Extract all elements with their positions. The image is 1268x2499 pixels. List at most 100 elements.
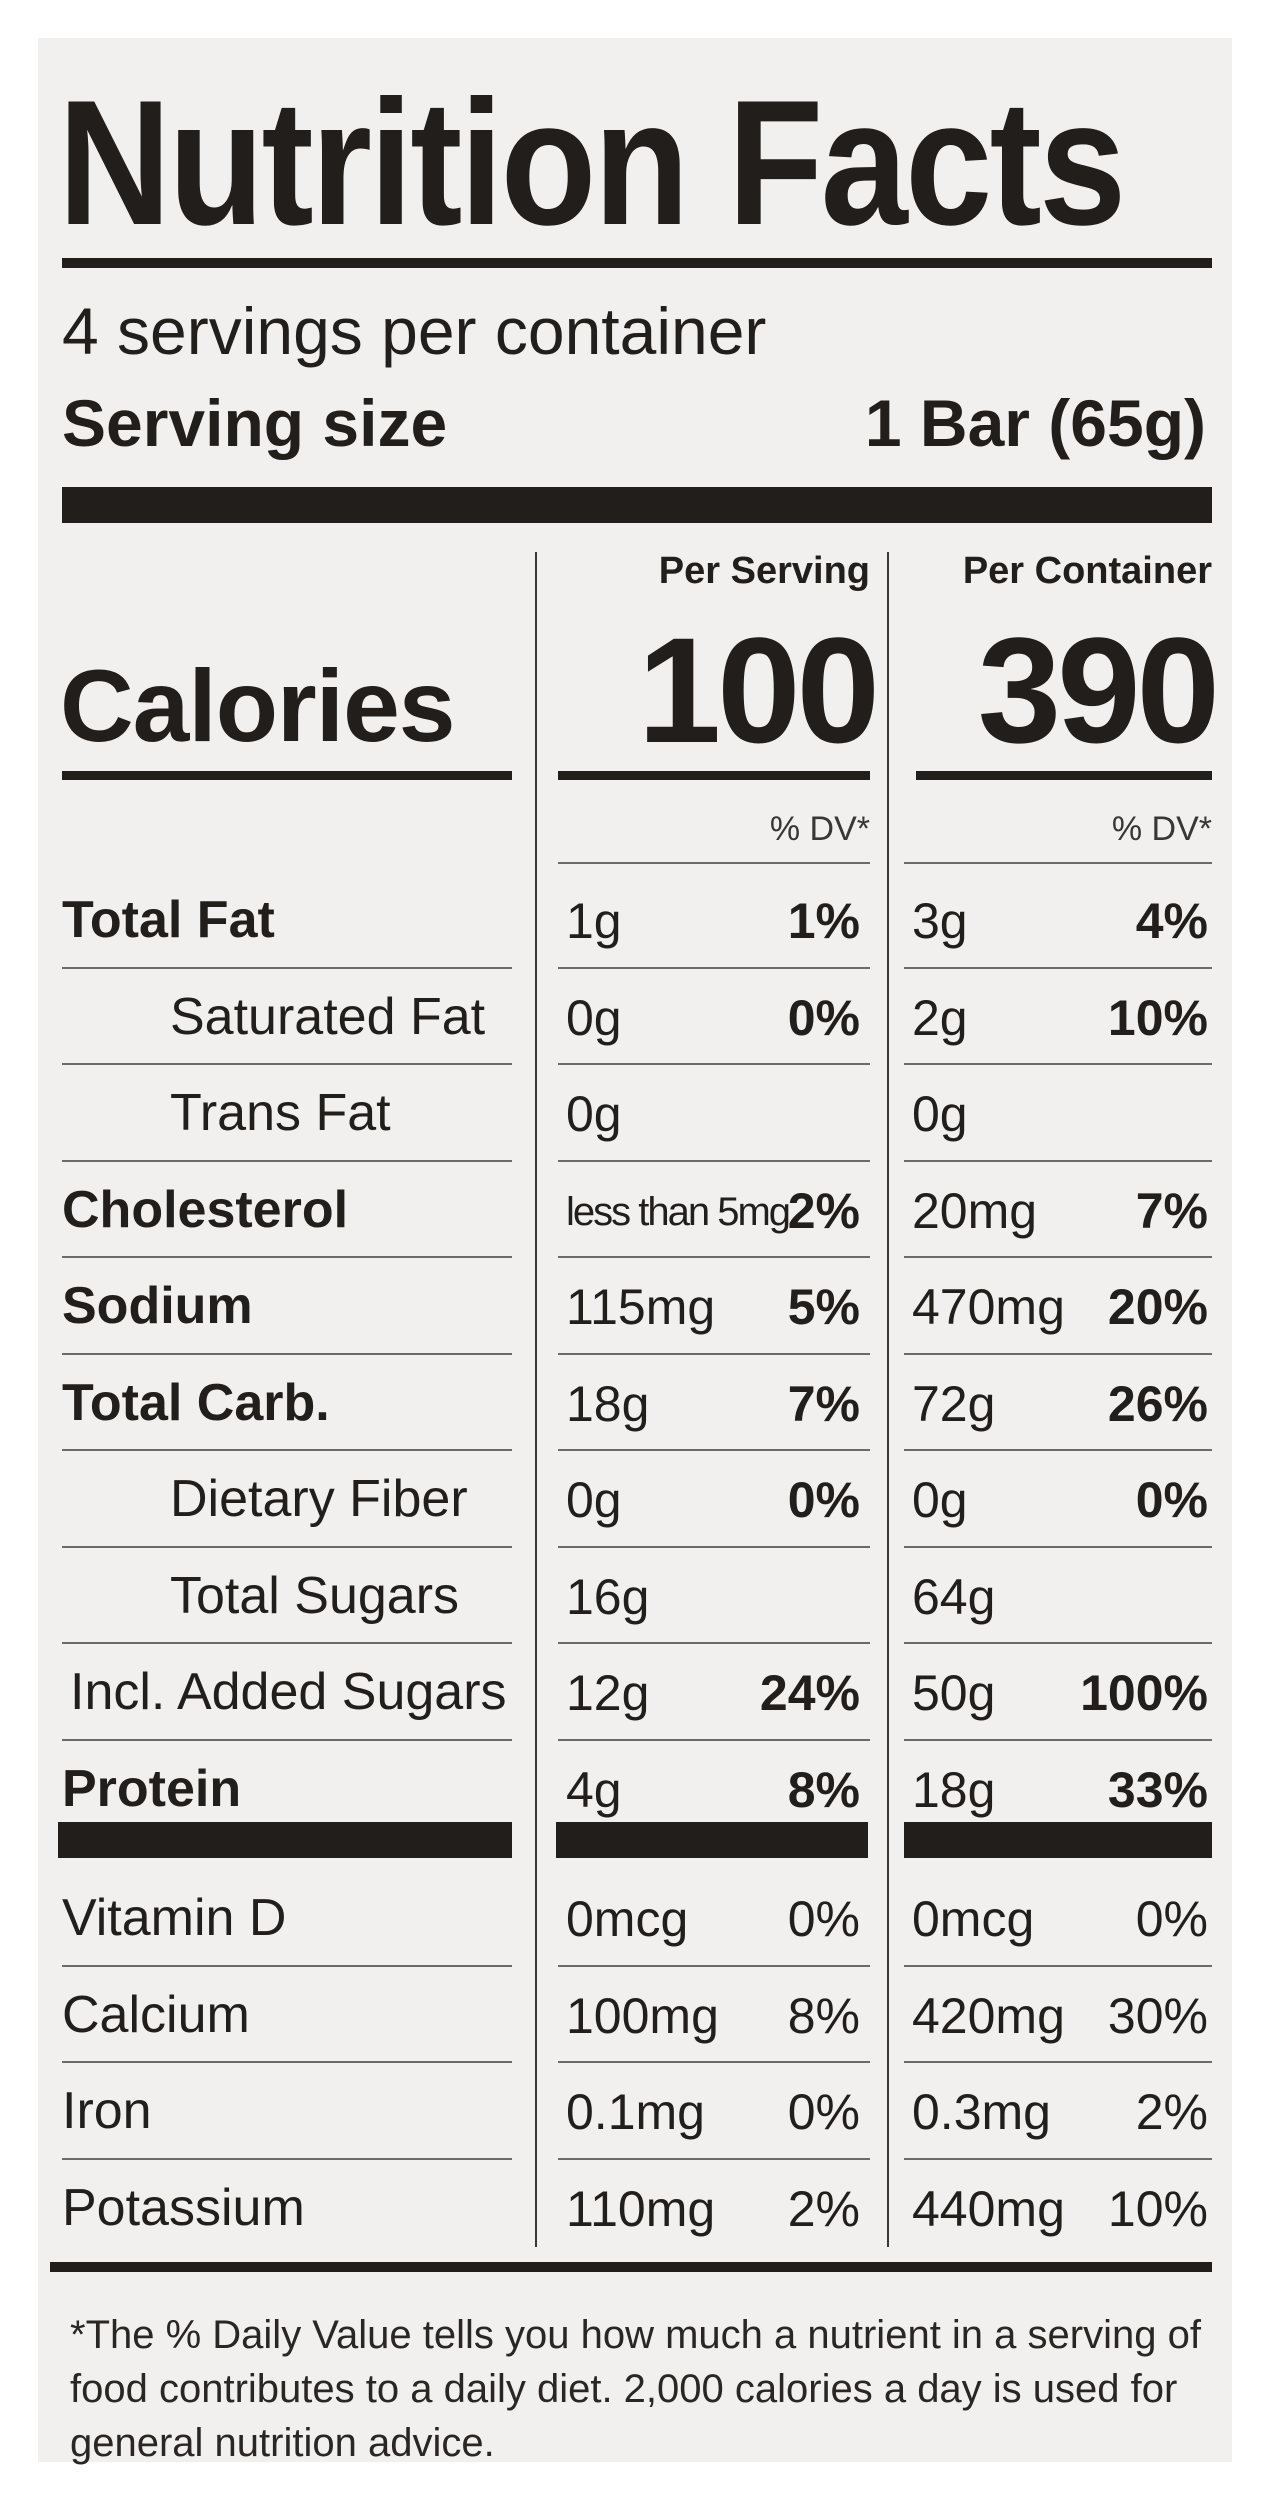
footnote: *The % Daily Value tells you how much a … <box>70 2313 1201 2465</box>
serving-amount: 0mcg <box>566 1891 689 1947</box>
serving-amount: less than 5mg <box>566 1189 791 1234</box>
container-amount: 64g <box>912 1568 996 1625</box>
container-dv: 100% <box>1080 1665 1208 1721</box>
container-amount: 0g <box>912 1472 968 1528</box>
nutrient-name: Dietary Fiber <box>170 1470 468 1528</box>
nutrient-row: Dietary Fiber 0g 0% 0g 0% <box>0 1451 1268 1547</box>
serving-dv: 0% <box>787 1472 860 1528</box>
nutrient-name: Incl. Added Sugars <box>70 1663 507 1721</box>
calories-rule-right <box>916 771 1212 780</box>
dv-rule-container <box>904 862 1212 864</box>
nutrient-name: Vitamin D <box>62 1889 287 1947</box>
nutrient-row: Incl. Added Sugars 12g 24% 50g 100% <box>0 1644 1268 1740</box>
row-divider <box>904 1964 1212 1967</box>
nutrient-row: Cholesterol less than 5mg 2% 20mg 7% <box>0 1162 1268 1258</box>
serving-amount: 0g <box>566 1086 622 1142</box>
nutrient-name: Protein <box>62 1759 242 1818</box>
nutrient-row: Total Carb. 18g 7% 72g 26% <box>0 1355 1268 1451</box>
serving-dv: 0% <box>787 2084 860 2140</box>
row-divider <box>62 1159 512 1162</box>
row-divider <box>904 1642 1212 1644</box>
container-dv: 4% <box>1135 893 1208 949</box>
per-container-header: Per Container <box>962 550 1212 592</box>
vitamin-row: Potassium 110mg 2% 440mg 10% <box>0 2160 1268 2256</box>
serving-amount: 18g <box>566 1375 650 1432</box>
row-divider <box>558 966 870 969</box>
row-divider <box>904 1545 1212 1548</box>
thick-bar-mid <box>556 1822 868 1858</box>
serving-amount: 12g <box>566 1665 650 1721</box>
row-divider <box>62 2157 512 2160</box>
row-divider <box>904 1449 1212 1451</box>
nutrient-row: Total Sugars 16g 64g <box>0 1548 1268 1644</box>
serving-dv: 7% <box>787 1375 860 1432</box>
row-divider <box>558 1642 870 1644</box>
serving-size-value: 1 Bar (65g) <box>864 386 1206 460</box>
bottom-edge <box>0 2462 1268 2499</box>
row-divider <box>62 1063 512 1065</box>
vitamin-row: Vitamin D 0mcg 0% 0mcg 0% <box>0 1870 1268 1966</box>
serving-amount: 115mg <box>566 1279 716 1335</box>
label-title: Nutrition Facts <box>58 63 1126 262</box>
row-divider <box>62 1545 512 1548</box>
container-amount: 72g <box>912 1375 996 1432</box>
container-amount: 20mg <box>912 1182 1038 1239</box>
nutrient-row: Protein 4g 8% 18g 33% <box>0 1741 1268 1837</box>
serving-amount: 4g <box>566 1761 622 1818</box>
calories-label: Calories <box>60 649 456 763</box>
serving-amount: 0g <box>566 989 622 1046</box>
vitamin-row: Iron 0.1mg 0% 0.3mg 2% <box>0 2063 1268 2159</box>
column-divider-left <box>535 552 537 2247</box>
row-divider <box>62 1738 512 1741</box>
calories-rule-mid <box>558 771 870 780</box>
container-dv: 20% <box>1107 1279 1208 1335</box>
container-amount: 3g <box>912 893 968 949</box>
container-amount: 440mg <box>912 2180 1065 2237</box>
container-amount: 420mg <box>912 1987 1065 2044</box>
row-divider <box>904 1738 1212 1741</box>
row-divider <box>62 1352 512 1355</box>
row-divider <box>62 1964 512 1967</box>
servings-per-container: 4 servings per container <box>62 294 767 368</box>
title-rule <box>62 258 1212 268</box>
row-divider <box>558 1449 870 1451</box>
serving-dv: 2% <box>787 1182 860 1239</box>
nutrient-row: Total Fat 1g 1% 3g 4% <box>0 872 1268 968</box>
container-dv: 26% <box>1107 1375 1208 1432</box>
nutrient-row: Sodium 115mg 5% 470mg 20% <box>0 1258 1268 1354</box>
serving-dv: 2% <box>787 2180 860 2237</box>
serving-amount: 1g <box>566 893 622 949</box>
nutrient-name: Potassium <box>62 2178 305 2237</box>
row-divider <box>904 2157 1212 2160</box>
serving-dv: 5% <box>787 1279 860 1335</box>
container-amount: 470mg <box>912 1279 1065 1335</box>
container-dv: 10% <box>1107 2180 1208 2237</box>
container-amount: 0g <box>912 1086 968 1142</box>
serving-amount: 16g <box>566 1568 650 1625</box>
container-dv: 7% <box>1135 1182 1208 1239</box>
container-dv: 30% <box>1107 1987 1208 2044</box>
thick-rule-top <box>62 487 1212 523</box>
row-divider <box>62 2061 512 2063</box>
container-amount: 2g <box>912 989 968 1046</box>
dv-rule-serving <box>558 862 870 864</box>
nutrient-name: Total Sugars <box>170 1566 460 1625</box>
serving-dv: 0% <box>787 1891 860 1947</box>
row-divider <box>904 1159 1212 1162</box>
row-divider <box>904 1352 1212 1355</box>
footnote-rule <box>50 2262 1212 2272</box>
calories-per-serving: 100 <box>637 606 880 774</box>
container-dv: 33% <box>1107 1761 1208 1818</box>
nutrient-name: Calcium <box>62 1985 250 2044</box>
nutrient-name: Saturated Fat <box>170 987 486 1046</box>
serving-size-label: Serving size <box>62 386 448 460</box>
row-divider <box>558 2061 870 2063</box>
nutrient-name: Total Carb. <box>62 1373 330 1432</box>
serving-dv: 24% <box>759 1665 860 1721</box>
row-divider <box>62 1449 512 1451</box>
nutrient-row: Trans Fat 0g 0g <box>0 1065 1268 1161</box>
serving-dv: 8% <box>787 1987 860 2044</box>
container-dv: 2% <box>1135 2084 1208 2140</box>
row-divider <box>62 1256 512 1258</box>
thick-bar-right <box>904 1822 1212 1858</box>
